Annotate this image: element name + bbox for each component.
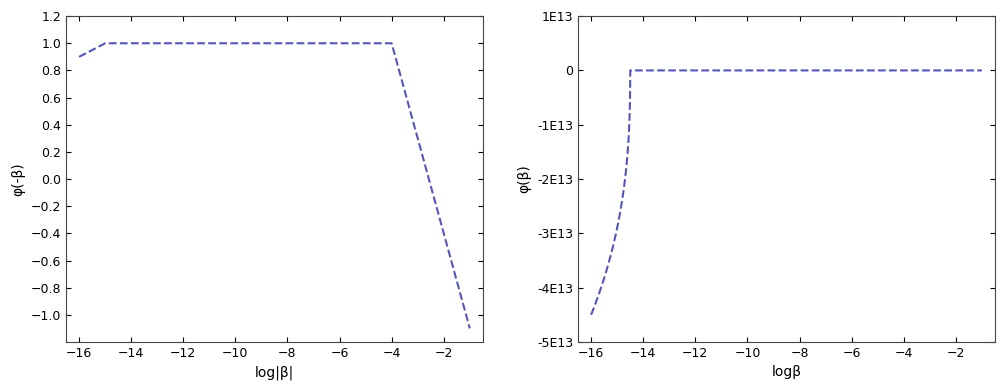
X-axis label: log|β|: log|β| xyxy=(255,365,294,380)
X-axis label: logβ: logβ xyxy=(772,365,802,379)
Y-axis label: φ(β): φ(β) xyxy=(517,165,531,194)
Y-axis label: φ(-β): φ(-β) xyxy=(11,162,25,196)
